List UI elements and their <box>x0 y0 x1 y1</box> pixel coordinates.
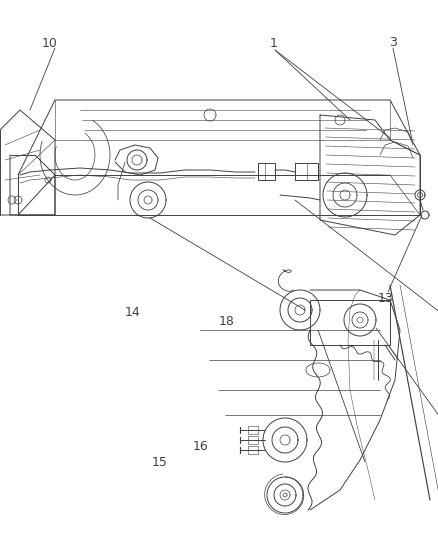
Text: 14: 14 <box>125 305 141 319</box>
Text: 1: 1 <box>269 36 277 50</box>
Text: 16: 16 <box>193 440 208 454</box>
Text: 15: 15 <box>152 456 168 470</box>
Text: 10: 10 <box>42 36 58 50</box>
Text: 18: 18 <box>219 316 234 328</box>
Text: 13: 13 <box>377 292 393 304</box>
Text: 3: 3 <box>388 36 396 49</box>
